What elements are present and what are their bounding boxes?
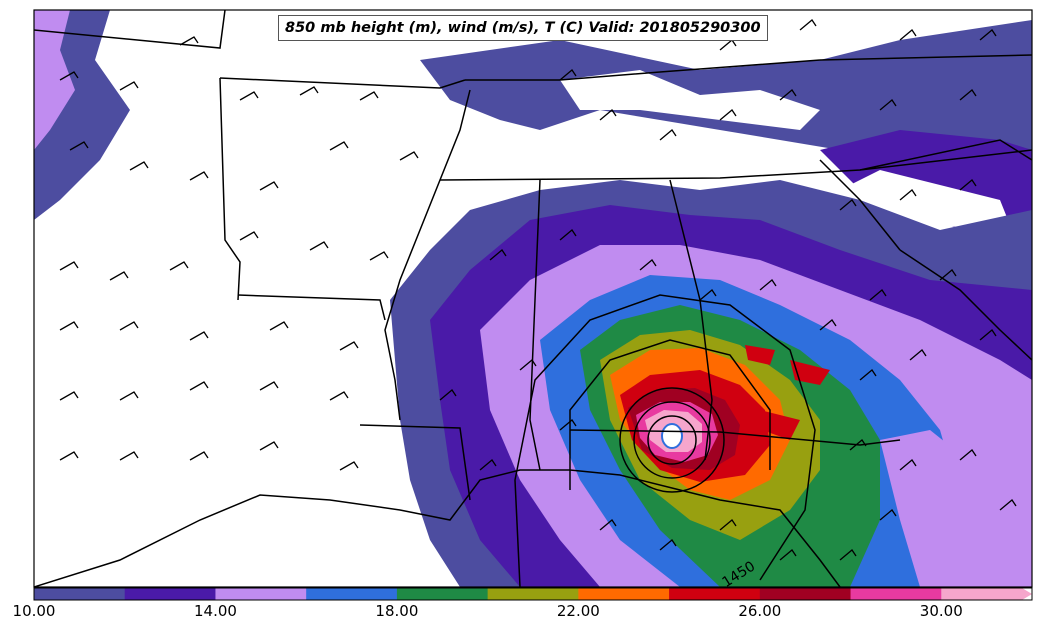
state-line-tenn <box>439 149 1032 181</box>
height-contour-second <box>569 339 771 490</box>
colorbar-tick-label: 22.00 <box>556 602 600 620</box>
map-title: 850 mb height (m), wind (m/s), T (C) Val… <box>278 15 768 41</box>
colorbar-segment <box>487 588 579 600</box>
colorbar-segment <box>34 588 126 600</box>
colorbar-segment <box>578 588 670 600</box>
colorbar-segment <box>396 588 489 600</box>
map-panel: 1450 <box>33 9 1033 591</box>
colorbar-frame <box>33 587 1033 601</box>
coastline-gulf <box>34 469 841 587</box>
state-line-north <box>34 10 226 49</box>
storm-eye-core <box>661 423 683 449</box>
temp-east-streaks <box>745 345 830 440</box>
colorbar-tick-label: 26.00 <box>738 602 782 620</box>
temp-florida-light <box>880 430 1000 587</box>
height-contour-ring-3 <box>619 387 725 493</box>
colorbar-segment <box>306 588 398 600</box>
state-line-ga-sc <box>819 159 901 251</box>
state-line-ky <box>465 59 821 81</box>
state-line-nc <box>859 139 1032 171</box>
colorbar-tick-label: 14.00 <box>193 602 237 620</box>
height-contour-ring-1 <box>647 415 697 465</box>
colorbar-segment <box>759 588 852 600</box>
colorbar-segment <box>941 588 1032 600</box>
height-contour-outer <box>514 294 816 587</box>
map-frame <box>33 9 1033 588</box>
colorbar-segment <box>215 588 307 600</box>
wind-barb <box>59 19 1017 561</box>
mississippi-river <box>384 89 471 421</box>
colorbar-tick-label: 30.00 <box>919 602 963 620</box>
state-line-fl <box>569 429 901 446</box>
temp-north-light <box>560 70 820 130</box>
coastline-atlantic <box>899 249 1032 361</box>
state-line-texas-ok <box>219 77 241 301</box>
state-line-la-ms <box>359 424 471 501</box>
state-line-oklahoma <box>219 77 466 89</box>
colorbar <box>33 587 1033 601</box>
temperature-fill <box>34 10 1032 587</box>
wind-barbs <box>59 19 1017 561</box>
temp-band-west-inner <box>34 10 75 150</box>
state-line-ark-la <box>237 294 386 321</box>
colorbar-segment <box>850 588 942 600</box>
height-contour-ring-2 <box>633 401 711 479</box>
colorbar-segment <box>669 588 761 600</box>
colorbar-segment <box>124 588 216 600</box>
state-line-east <box>819 54 1032 61</box>
height-contours <box>514 294 816 587</box>
temp-north-white <box>840 170 1010 230</box>
colorbar-tick-label: 10.00 <box>12 602 56 620</box>
colorbar-tick-label: 18.00 <box>375 602 419 620</box>
